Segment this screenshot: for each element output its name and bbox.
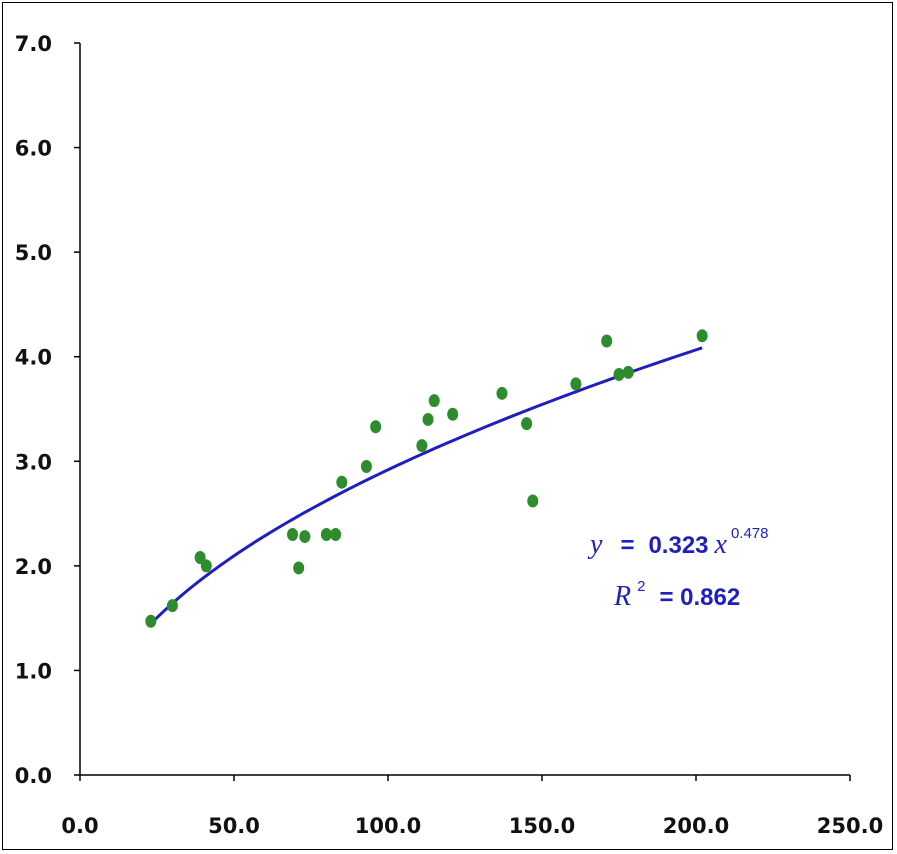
svg-text:R 2 = 0.862: R 2 = 0.862 xyxy=(613,578,740,612)
y-tick-labels: 0.0 1.0 2.0 3.0 4.0 5.0 6.0 7.0 xyxy=(15,32,52,788)
power-trendline xyxy=(149,346,703,625)
data-point xyxy=(496,386,508,400)
r-squared-exponent: 2 xyxy=(637,578,645,595)
data-point xyxy=(521,417,533,431)
r-squared-symbol: R xyxy=(613,581,631,612)
data-point xyxy=(194,550,206,564)
equation-x-symbol: x xyxy=(714,529,728,560)
y-tick-label: 3.0 xyxy=(15,450,52,474)
data-point xyxy=(570,377,582,391)
x-tick-label: 50.0 xyxy=(208,814,260,838)
x-tick-label: 0.0 xyxy=(61,814,98,838)
r-squared-value: = 0.862 xyxy=(659,584,740,611)
y-tick-label: 7.0 xyxy=(15,32,52,56)
y-tick-label: 5.0 xyxy=(15,241,52,265)
data-point xyxy=(422,412,434,426)
data-point xyxy=(336,475,348,489)
data-point xyxy=(166,599,178,613)
data-point xyxy=(330,527,342,541)
x-tick-label: 150.0 xyxy=(509,814,575,838)
y-tick-label: 4.0 xyxy=(15,346,52,370)
data-point xyxy=(370,420,382,434)
axes xyxy=(74,42,851,781)
data-point xyxy=(320,527,332,541)
x-tick-label: 100.0 xyxy=(355,814,421,838)
equation-y-symbol: y xyxy=(587,529,603,560)
trendline-equation: y = 0.323 x 0.478 R 2 = 0.862 xyxy=(587,525,769,612)
data-points xyxy=(145,329,708,628)
data-point xyxy=(200,559,212,573)
data-point xyxy=(447,407,459,421)
data-point xyxy=(416,439,428,453)
data-point xyxy=(696,329,708,343)
x-tick-label: 200.0 xyxy=(663,814,729,838)
data-point xyxy=(299,530,311,544)
x-tick-labels: 0.0 50.0 100.0 150.0 200.0 250.0 xyxy=(61,814,883,838)
data-point xyxy=(145,614,157,628)
equation-equals: = xyxy=(620,532,634,559)
data-point xyxy=(613,367,625,381)
y-tick-label: 2.0 xyxy=(15,555,52,579)
data-point xyxy=(360,460,372,474)
data-point xyxy=(287,527,299,541)
data-point xyxy=(293,561,305,575)
equation-exponent: 0.478 xyxy=(731,525,769,542)
y-tick-label: 1.0 xyxy=(15,659,52,683)
x-tick-label: 250.0 xyxy=(817,814,883,838)
equation-coefficient: 0.323 xyxy=(648,532,708,559)
data-point xyxy=(428,394,440,408)
data-point xyxy=(527,494,539,508)
data-point xyxy=(622,365,634,379)
y-tick-label: 6.0 xyxy=(15,137,52,161)
y-tick-label: 0.0 xyxy=(15,764,52,788)
svg-text:y = 0.323 x: y = 0.323 x 0.478 xyxy=(587,525,769,560)
data-point xyxy=(601,334,613,348)
